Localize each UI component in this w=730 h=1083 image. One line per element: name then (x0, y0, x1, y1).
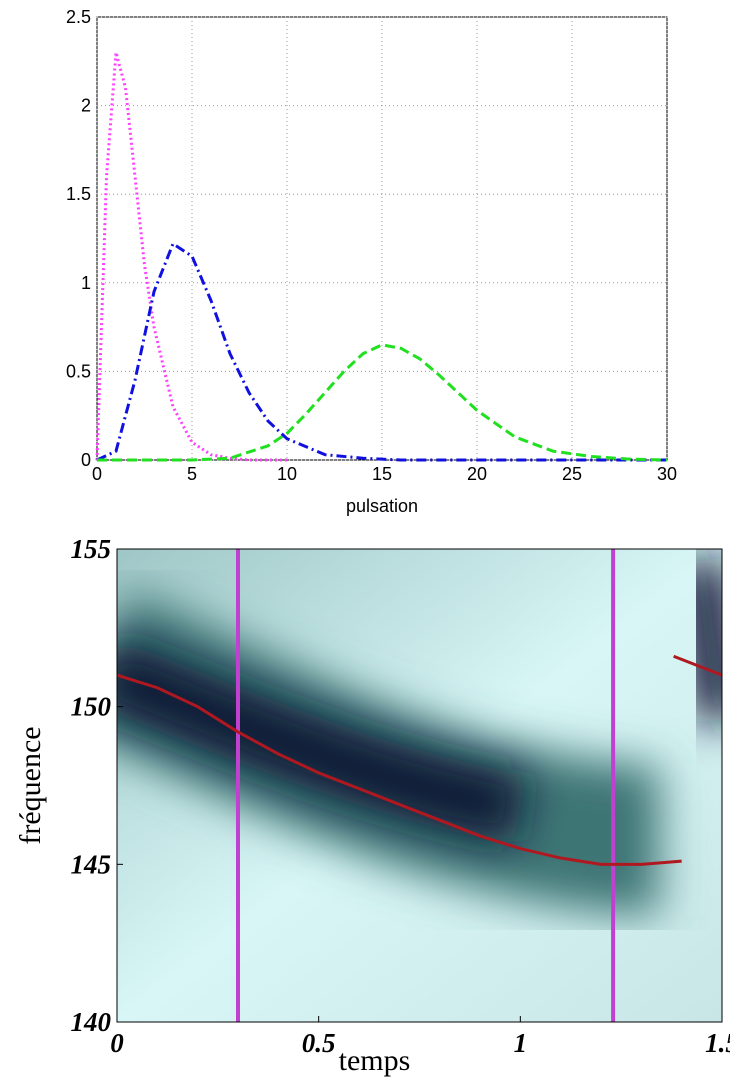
y-tick-label: 0 (81, 450, 91, 470)
y-tick-label: 2 (81, 96, 91, 116)
y-tick-label: 0.5 (66, 361, 91, 381)
x-tick-label: 0.5 (302, 1028, 336, 1058)
x-tick-label: 0 (110, 1028, 124, 1058)
y-tick-label: 145 (71, 849, 112, 879)
heatmap (117, 549, 722, 1022)
series-line (95, 52, 287, 462)
x-tick-label: 10 (277, 464, 297, 484)
x-tick-label: 25 (562, 464, 582, 484)
x-tick-label: 1 (514, 1028, 528, 1058)
y-tick-label: 2.5 (66, 7, 91, 27)
x-tick-label: 5 (187, 464, 197, 484)
x-tick-label: 0 (92, 464, 102, 484)
series-line (96, 241, 667, 462)
x-tick-label: 15 (372, 464, 392, 484)
bottom-chart: 0 0.5 1 1.5 140 145 150 155 temps fréquence (14, 534, 730, 1077)
plot-frame (116, 548, 723, 1023)
x-axis-label: temps (339, 1044, 411, 1077)
series-line (116, 673, 682, 866)
x-axis-label: pulsation (346, 496, 418, 516)
y-tick-label: 150 (71, 692, 112, 722)
series-line (97, 343, 668, 462)
y-axis-label: fréquence (14, 726, 47, 844)
y-tick-label: 155 (71, 534, 112, 564)
x-tick-label: 1.5 (705, 1028, 730, 1058)
x-tick-label: 30 (657, 464, 677, 484)
x-tick-label: 20 (467, 464, 487, 484)
y-tick-label: 1.5 (66, 184, 91, 204)
y-tick-label: 140 (71, 1007, 112, 1037)
top-chart: 0 5 10 15 20 25 30 0 0.5 1 1.5 2 2.5 pulsation (66, 7, 677, 516)
y-tick-label: 1 (81, 273, 91, 293)
series-line (673, 654, 723, 677)
